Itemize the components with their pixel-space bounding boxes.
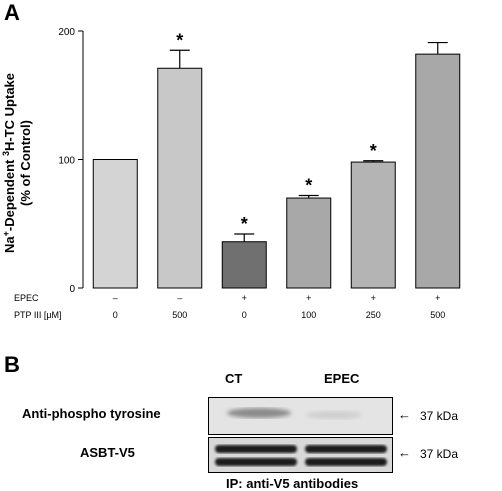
condition-row-label: EPEC xyxy=(14,293,39,303)
condition-value: 0 xyxy=(242,310,247,320)
bar-chart: Na+-Dependent 3H-TC Uptake (% of Control… xyxy=(1,27,461,320)
condition-value: 0 xyxy=(113,310,118,320)
bar xyxy=(157,67,203,289)
significance-marker: * xyxy=(241,214,248,234)
marker-label-phospho: 37 kDa xyxy=(420,409,459,423)
bar xyxy=(286,197,332,289)
y-axis-label: Na+-Dependent 3H-TC Uptake xyxy=(1,73,17,253)
bar xyxy=(92,159,138,289)
y-axis-label-line2: (% of Control) xyxy=(18,120,33,206)
condition-value: – xyxy=(113,293,118,303)
blot-image-phospho xyxy=(208,397,393,435)
bar xyxy=(221,241,267,289)
bar xyxy=(415,53,461,289)
bar xyxy=(350,161,396,289)
arrow-left-icon: ← xyxy=(398,445,411,460)
panel-a-label: A xyxy=(4,0,20,25)
condition-value: + xyxy=(435,293,440,303)
condition-value: 100 xyxy=(301,310,316,320)
significance-marker: * xyxy=(305,175,312,195)
y-tick-label: 0 xyxy=(69,284,75,295)
condition-value: 250 xyxy=(366,310,381,320)
condition-value: + xyxy=(306,293,311,303)
y-tick-label: 200 xyxy=(58,27,75,38)
significance-marker: * xyxy=(176,30,183,50)
panel-b-label: B xyxy=(4,352,20,377)
condition-value: 500 xyxy=(430,310,445,320)
blot-caption: IP: anti-V5 antibodies xyxy=(226,476,359,491)
condition-value: + xyxy=(242,293,247,303)
condition-value: 500 xyxy=(172,310,187,320)
blot-row-label-phospho: Anti-phospho tyrosine xyxy=(22,406,161,421)
marker-label-asbt: 37 kDa xyxy=(420,447,459,461)
condition-value: – xyxy=(177,293,182,303)
significance-marker: * xyxy=(370,141,377,161)
condition-row-label: PTP III [μM] xyxy=(14,310,62,320)
lane-label-ct: CT xyxy=(225,371,243,386)
lane-label-epec: EPEC xyxy=(324,371,360,386)
arrow-left-icon: ← xyxy=(398,407,411,422)
condition-value: + xyxy=(371,293,376,303)
blot-row-label-asbt: ASBT-V5 xyxy=(80,445,135,460)
y-tick-label: 100 xyxy=(58,156,75,167)
blot-image-asbt xyxy=(208,437,393,473)
